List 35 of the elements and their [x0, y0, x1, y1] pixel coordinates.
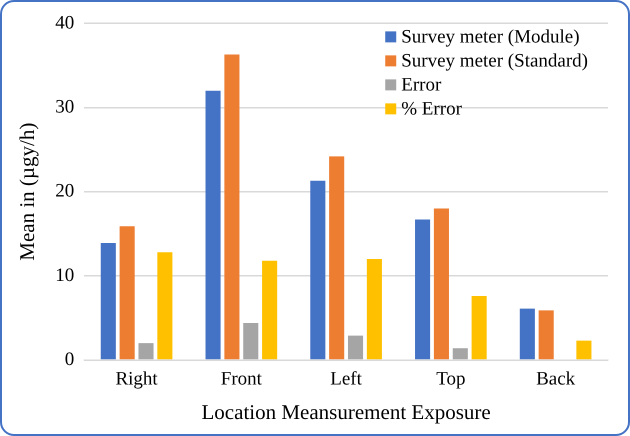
bar	[520, 308, 535, 360]
bar	[262, 260, 278, 360]
y-tick-label: 20	[55, 180, 74, 202]
bar	[452, 348, 468, 360]
bar	[576, 340, 592, 360]
x-axis-title: Location Meansurement Exposure	[201, 400, 491, 424]
bar	[100, 243, 116, 360]
bar	[138, 343, 154, 360]
bar	[243, 322, 258, 360]
y-tick-label: 30	[55, 96, 74, 118]
bar	[434, 208, 449, 360]
y-tick-label: 10	[55, 264, 74, 286]
bar	[310, 180, 326, 360]
legend-label: Error	[401, 74, 442, 96]
bar	[415, 219, 430, 360]
bar	[348, 336, 364, 360]
y-tick-label: 40	[55, 12, 74, 34]
bar	[224, 54, 240, 360]
x-tick-label: Right	[115, 368, 158, 390]
x-tick-label: Front	[220, 368, 263, 390]
legend-label: % Error	[401, 98, 463, 120]
bar	[120, 226, 135, 360]
bar	[366, 259, 382, 360]
legend-label: Survey meter (Standard)	[401, 50, 588, 72]
bar	[472, 296, 487, 360]
bar	[538, 310, 554, 360]
bar	[206, 90, 221, 360]
x-tick-label: Back	[536, 368, 576, 390]
y-tick-label: 0	[64, 348, 74, 370]
x-tick-label: Left	[330, 368, 363, 390]
bar	[157, 252, 172, 360]
legend-label: Survey meter (Module)	[401, 26, 580, 48]
y-axis-title: Mean in (µgy/h)	[15, 122, 40, 261]
bar	[329, 156, 344, 360]
x-tick-label: Top	[436, 368, 466, 390]
